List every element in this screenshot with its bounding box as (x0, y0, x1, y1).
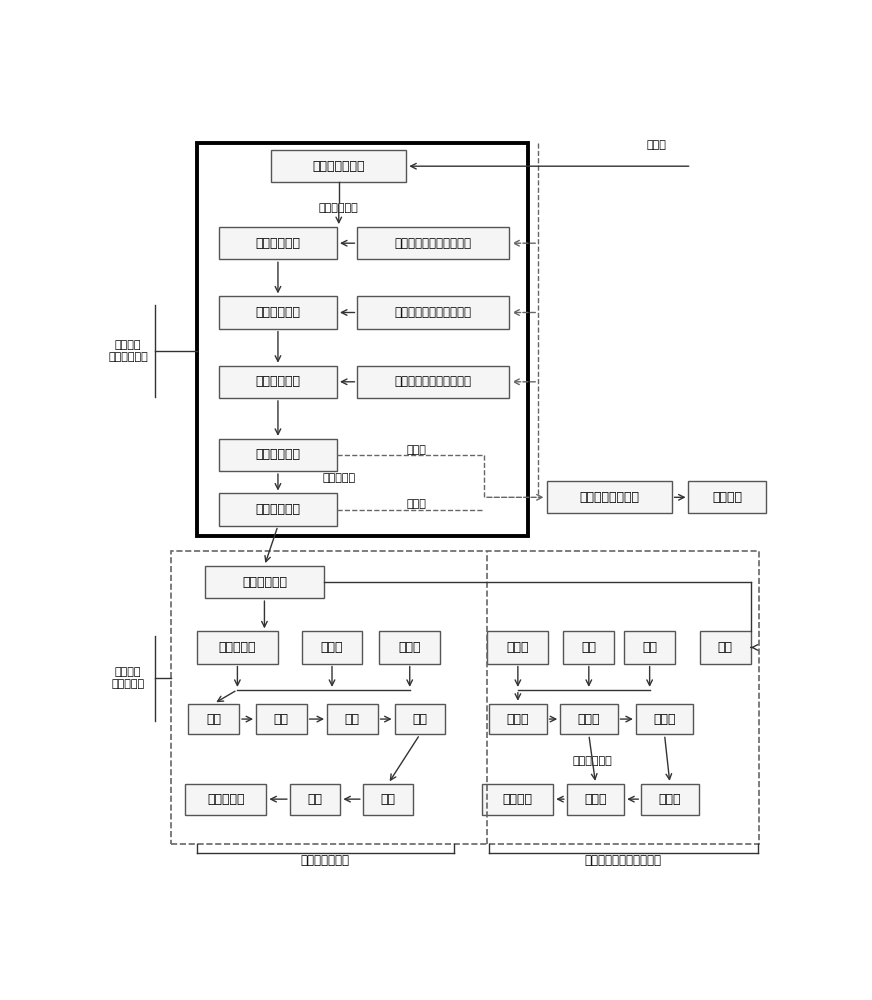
Text: 污泥高效
资源化系统: 污泥高效 资源化系统 (112, 667, 145, 689)
Text: 自来水厂污泥池: 自来水厂污泥池 (312, 160, 365, 173)
Text: 污泥螺杆泵: 污泥螺杆泵 (323, 473, 355, 483)
Text: 压制: 压制 (412, 713, 427, 726)
Text: 石膏、混合料: 石膏、混合料 (573, 756, 613, 766)
Bar (624, 631, 675, 664)
Text: 水泥磨: 水泥磨 (584, 793, 607, 806)
Bar (394, 704, 446, 734)
Text: 配料: 配料 (207, 713, 221, 726)
Bar (219, 227, 337, 259)
Text: 污泥改性单元: 污泥改性单元 (255, 306, 301, 319)
Bar (358, 366, 509, 398)
Bar (271, 150, 406, 182)
Bar (188, 704, 239, 734)
Bar (205, 566, 324, 598)
Bar (290, 784, 340, 815)
Bar (302, 631, 363, 664)
Bar (219, 366, 337, 398)
Text: 污泥调质单元: 污泥调质单元 (255, 237, 301, 250)
Bar (358, 227, 509, 259)
Text: 改性药剂调配、投加系统: 改性药剂调配、投加系统 (395, 306, 472, 319)
Text: 混凝药剂调配、投加系统: 混凝药剂调配、投加系统 (395, 375, 472, 388)
Text: 生料磨: 生料磨 (507, 713, 529, 726)
Text: 供水管网: 供水管网 (712, 491, 742, 504)
Bar (379, 631, 440, 664)
Text: 混合: 混合 (274, 713, 289, 726)
Bar (171, 551, 760, 844)
Text: 粘结剂: 粘结剂 (399, 641, 421, 654)
Text: 污泥干化单元: 污泥干化单元 (242, 576, 287, 588)
Bar (219, 296, 337, 329)
Text: 其他: 其他 (718, 641, 732, 654)
Bar (487, 631, 548, 664)
Text: 铁粉: 铁粉 (582, 641, 596, 654)
Bar (482, 784, 554, 815)
Text: 陈腐: 陈腐 (344, 713, 360, 726)
Bar (567, 784, 624, 815)
Text: 石灰石: 石灰石 (507, 641, 529, 654)
Bar (256, 704, 307, 734)
Text: 排泥水: 排泥水 (646, 140, 666, 150)
Text: 普通砂颗粒: 普通砂颗粒 (219, 641, 256, 654)
Bar (689, 481, 766, 513)
Text: 自来水厂净化系统: 自来水厂净化系统 (579, 491, 639, 504)
Bar (560, 704, 617, 734)
Text: 上清液: 上清液 (406, 445, 426, 455)
Bar (186, 784, 267, 815)
Text: 普通硅酸盐水泥制作系统: 普通硅酸盐水泥制作系统 (584, 854, 661, 867)
Text: 污泥混凝单元: 污泥混凝单元 (255, 375, 301, 388)
Bar (197, 631, 278, 664)
Text: 透水砖制作系统: 透水砖制作系统 (301, 854, 350, 867)
Bar (363, 784, 413, 815)
Text: 搅拌池: 搅拌池 (653, 713, 676, 726)
Text: 料浆磨: 料浆磨 (577, 713, 600, 726)
Bar (219, 439, 337, 471)
Text: 污泥高效
深度脱水系统: 污泥高效 深度脱水系统 (108, 340, 147, 362)
Bar (197, 143, 528, 536)
Text: 污泥沉淀单元: 污泥沉淀单元 (255, 448, 301, 461)
Bar (489, 704, 547, 734)
Text: 烧结: 烧结 (308, 793, 323, 806)
Bar (358, 296, 509, 329)
Bar (641, 784, 698, 815)
Text: 粉煤灰: 粉煤灰 (321, 641, 344, 654)
Bar (219, 493, 337, 526)
Text: 搅拌式污泥泵: 搅拌式污泥泵 (319, 203, 358, 213)
Text: 调质药剂调配、投加系统: 调质药剂调配、投加系统 (395, 237, 472, 250)
Bar (700, 631, 751, 664)
Bar (563, 631, 614, 664)
Text: 干燥: 干燥 (380, 793, 396, 806)
Text: 砂岩: 砂岩 (642, 641, 657, 654)
Text: 污泥脱水单元: 污泥脱水单元 (255, 503, 301, 516)
Text: 回转窑: 回转窑 (658, 793, 681, 806)
Bar (327, 704, 378, 734)
Text: 成品透水砖: 成品透水砖 (208, 793, 245, 806)
Bar (547, 481, 671, 513)
Text: 成品水泥: 成品水泥 (503, 793, 533, 806)
Bar (636, 704, 693, 734)
Text: 压滤液: 压滤液 (406, 499, 426, 509)
